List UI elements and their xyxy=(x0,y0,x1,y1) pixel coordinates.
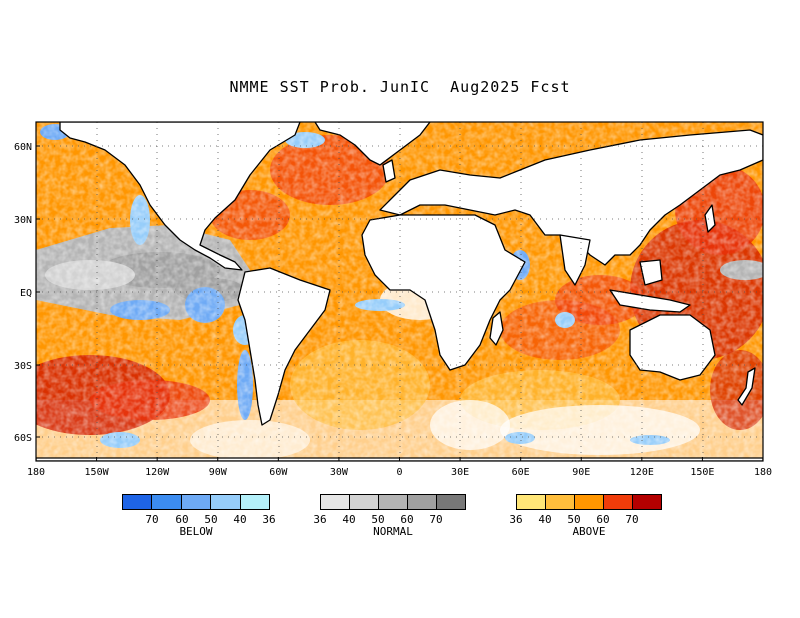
legend-below: 70 60 50 40 36 BELOW xyxy=(122,494,276,538)
lon-label: 30E xyxy=(451,467,469,478)
continents xyxy=(36,122,763,461)
lon-label: 0 xyxy=(396,467,402,478)
legend-tick: 36 xyxy=(262,513,276,526)
legend-normal: 36 40 50 60 70 NORMAL xyxy=(313,494,466,538)
legend-below-colorbar xyxy=(122,494,270,510)
axis-ticks xyxy=(35,145,764,461)
legend-below-ticks: 70 60 50 40 36 xyxy=(122,513,275,527)
legend-tick: 40 xyxy=(342,513,356,526)
legend-tick: 50 xyxy=(371,513,385,526)
legend-tick: 60 xyxy=(175,513,189,526)
legend-normal-colorbar xyxy=(320,494,466,510)
legend-above-caption: ABOVE xyxy=(572,525,606,538)
lat-label: EQ xyxy=(20,288,32,299)
lon-label: 90E xyxy=(572,467,590,478)
lon-label: 150W xyxy=(85,467,110,478)
legend-tick: 60 xyxy=(400,513,414,526)
lat-label: 30N xyxy=(14,215,32,226)
map-title: NMME SST Prob. JunIC Aug2025 Fcst xyxy=(229,78,571,96)
legend-tick: 70 xyxy=(625,513,639,526)
legend-normal-caption: NORMAL xyxy=(373,525,413,538)
lat-label: 30S xyxy=(14,361,32,372)
longitude-labels: 180 150W 120W 90W 60W 30W 0 30E 60E 90E 120E 150E 18… xyxy=(27,467,772,478)
legend-tick: 50 xyxy=(567,513,581,526)
legend-tick: 60 xyxy=(596,513,610,526)
lon-label: 60W xyxy=(269,467,288,478)
legend-above: 36 40 50 60 70 ABOVE xyxy=(509,494,662,538)
legend-tick: 36 xyxy=(509,513,523,526)
legend-tick: 40 xyxy=(538,513,552,526)
probability-field xyxy=(36,122,763,461)
latitude-labels: 60N 30N EQ 30S 60S xyxy=(14,142,32,444)
graticule xyxy=(36,122,763,461)
lat-label: 60N xyxy=(14,142,32,153)
lat-label: 60S xyxy=(14,433,32,444)
legend-normal-ticks: 36 40 50 60 70 xyxy=(313,513,466,527)
lon-label: 150E xyxy=(690,467,714,478)
legend-above-ticks: 36 40 50 60 70 xyxy=(509,513,662,527)
lon-label: 90W xyxy=(209,467,228,478)
lon-label: 180 xyxy=(27,467,45,478)
legend-tick: 50 xyxy=(204,513,218,526)
lon-label: 30W xyxy=(330,467,349,478)
lon-label: 120E xyxy=(630,467,654,478)
legend-tick: 70 xyxy=(145,513,159,526)
legend-tick: 40 xyxy=(233,513,247,526)
legend-tick: 70 xyxy=(429,513,443,526)
lon-label: 180 xyxy=(754,467,772,478)
legend-tick: 36 xyxy=(313,513,327,526)
lon-label: 60E xyxy=(512,467,530,478)
legend-above-colorbar xyxy=(516,494,662,510)
lon-label: 120W xyxy=(145,467,170,478)
legend-below-caption: BELOW xyxy=(179,525,213,538)
